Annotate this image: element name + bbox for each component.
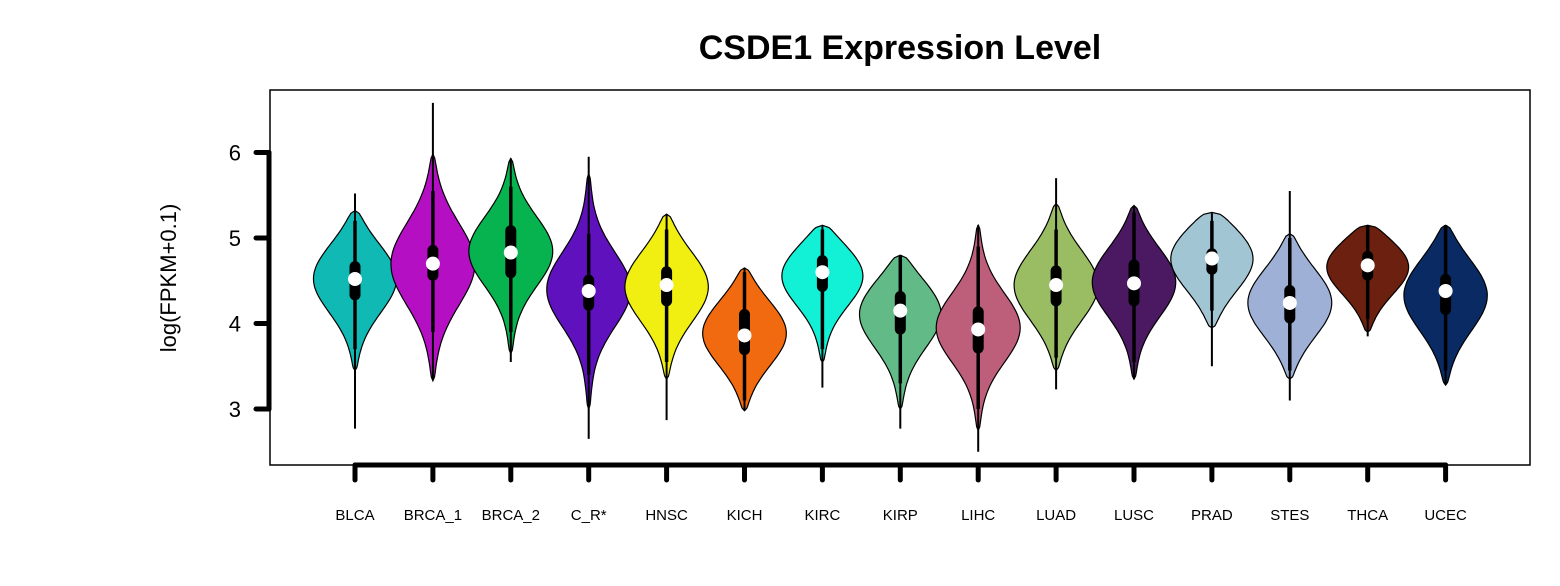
median-point bbox=[1127, 276, 1141, 291]
median-point bbox=[1204, 251, 1219, 266]
violin-lusc bbox=[1091, 204, 1177, 381]
x-tick-label: STES bbox=[1270, 507, 1309, 524]
violin-luad bbox=[1013, 178, 1099, 390]
x-tick-label: C_R* bbox=[571, 507, 607, 524]
x-axis: BLCA BRCA_1 BRCA_2 C_R* HNSC KICH KIRC KIRP LIHC… bbox=[335, 462, 1467, 524]
median-point bbox=[1360, 258, 1375, 273]
violin-blca bbox=[312, 193, 398, 429]
violin-c-r- bbox=[546, 156, 632, 439]
violin-hnsc bbox=[624, 213, 709, 421]
violin-kirp bbox=[858, 254, 942, 429]
median-point bbox=[1438, 284, 1453, 299]
violin-kirc bbox=[781, 224, 864, 388]
x-tick-label: UCEC bbox=[1424, 507, 1467, 524]
x-tick-label: BLCA bbox=[335, 507, 374, 524]
violin-brca-1 bbox=[390, 102, 476, 383]
y-axis: 3 4 5 6 bbox=[229, 141, 272, 422]
x-tick-label: LIHC bbox=[961, 507, 995, 524]
x-tick-label: THCA bbox=[1347, 507, 1388, 524]
median-point bbox=[581, 284, 596, 299]
median-point bbox=[893, 303, 908, 318]
x-tick-label: KICH bbox=[727, 507, 763, 524]
violin-brca-2 bbox=[468, 157, 554, 362]
violin-kich bbox=[702, 267, 787, 412]
median-point bbox=[971, 322, 986, 337]
violin-ucec bbox=[1403, 224, 1488, 387]
y-tick-label: 5 bbox=[229, 226, 241, 251]
x-tick-label: KIRC bbox=[804, 507, 840, 524]
chart-title: CSDE1 Expression Level bbox=[699, 29, 1102, 67]
violin-thca bbox=[1326, 224, 1410, 337]
violin-stes bbox=[1247, 190, 1333, 401]
y-tick-label: 3 bbox=[229, 397, 241, 422]
y-tick-label: 6 bbox=[229, 141, 241, 166]
x-tick-label: PRAD bbox=[1191, 507, 1233, 524]
violin-lihc bbox=[935, 223, 1021, 452]
violins bbox=[312, 102, 1488, 452]
median-point bbox=[1049, 278, 1064, 293]
median-point bbox=[1282, 295, 1297, 310]
median-point bbox=[659, 278, 674, 293]
y-axis-label: log(FPKM+0.1) bbox=[156, 204, 181, 353]
x-tick-label: BRCA_1 bbox=[404, 507, 462, 524]
median-point bbox=[737, 328, 752, 343]
violin-prad bbox=[1170, 211, 1254, 367]
x-tick-label: LUAD bbox=[1036, 507, 1076, 524]
x-tick-label: LUSC bbox=[1114, 507, 1154, 524]
median-point bbox=[815, 265, 830, 280]
median-point bbox=[348, 272, 362, 287]
x-tick-label: BRCA_2 bbox=[482, 507, 540, 524]
x-tick-label: HNSC bbox=[645, 507, 688, 524]
median-point bbox=[503, 245, 518, 260]
median-point bbox=[425, 256, 440, 271]
y-tick-label: 4 bbox=[229, 312, 241, 337]
x-tick-label: KIRP bbox=[883, 507, 918, 524]
